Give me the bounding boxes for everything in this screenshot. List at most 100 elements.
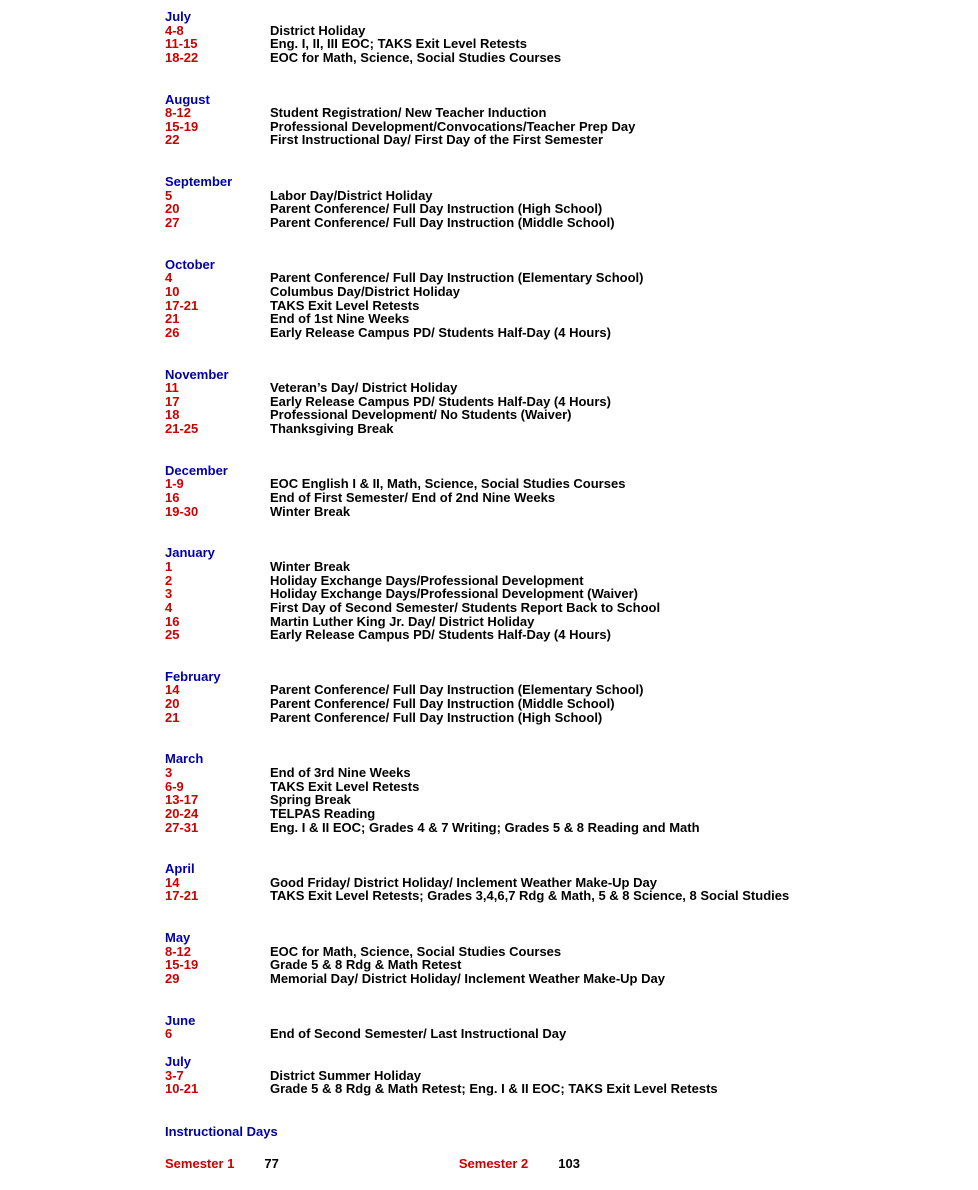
calendar-desc: Parent Conference/ Full Day Instruction … — [270, 683, 643, 697]
calendar-date: 18-22 — [165, 51, 270, 65]
calendar-date: 2 — [165, 574, 270, 588]
month-block: February14Parent Conference/ Full Day In… — [165, 670, 978, 725]
calendar-row: 8-12Student Registration/ New Teacher In… — [165, 106, 978, 120]
calendar-date: 3 — [165, 766, 270, 780]
calendar-date: 1-9 — [165, 477, 270, 491]
calendar-desc: Winter Break — [270, 560, 350, 574]
calendar-desc: TAKS Exit Level Retests — [270, 780, 419, 794]
calendar-desc: Thanksgiving Break — [270, 422, 394, 436]
calendar-desc: Memorial Day/ District Holiday/ Inclemen… — [270, 972, 665, 986]
calendar-date: 11 — [165, 381, 270, 395]
calendar-row: 10Columbus Day/District Holiday — [165, 285, 978, 299]
calendar-row: 19-30Winter Break — [165, 505, 978, 519]
month-name: February — [165, 670, 978, 684]
calendar-row: 21-25Thanksgiving Break — [165, 422, 978, 436]
month-block: July4-8District Holiday11-15Eng. I, II, … — [165, 10, 978, 65]
calendar-desc: Labor Day/District Holiday — [270, 189, 433, 203]
month-name: June — [165, 1014, 978, 1028]
calendar-row: 27Parent Conference/ Full Day Instructio… — [165, 216, 978, 230]
calendar-date: 4 — [165, 271, 270, 285]
calendar-desc: Grade 5 & 8 Rdg & Math Retest; Eng. I & … — [270, 1082, 718, 1096]
calendar-date: 29 — [165, 972, 270, 986]
calendar-desc: End of Second Semester/ Last Instruction… — [270, 1027, 566, 1041]
month-block: May8-12EOC for Math, Science, Social Stu… — [165, 931, 978, 986]
calendar-row: 6End of Second Semester/ Last Instructio… — [165, 1027, 978, 1041]
instructional-days-summary: Semester 1 77 Semester 2 103 — [165, 1157, 978, 1171]
calendar-desc: Martin Luther King Jr. Day/ District Hol… — [270, 615, 534, 629]
calendar-date: 19-30 — [165, 505, 270, 519]
calendar-date: 16 — [165, 615, 270, 629]
calendar-row: 22First Instructional Day/ First Day of … — [165, 133, 978, 147]
month-block: July3-7District Summer Holiday10-21Grade… — [165, 1055, 978, 1096]
month-name: August — [165, 93, 978, 107]
calendar-row: 6-9TAKS Exit Level Retests — [165, 780, 978, 794]
calendar-date: 15-19 — [165, 120, 270, 134]
calendar-desc: First Instructional Day/ First Day of th… — [270, 133, 603, 147]
calendar-desc: Eng. I & II EOC; Grades 4 & 7 Writing; G… — [270, 821, 700, 835]
calendar-date: 3 — [165, 587, 270, 601]
calendar-row: 20Parent Conference/ Full Day Instructio… — [165, 697, 978, 711]
month-block: April14Good Friday/ District Holiday/ In… — [165, 862, 978, 903]
calendar-desc: Holiday Exchange Days/Professional Devel… — [270, 587, 638, 601]
calendar-row: 15-19Grade 5 & 8 Rdg & Math Retest — [165, 958, 978, 972]
semester-1-label: Semester 1 — [165, 1157, 234, 1171]
calendar-date: 20 — [165, 697, 270, 711]
calendar-desc: District Summer Holiday — [270, 1069, 421, 1083]
calendar-date: 16 — [165, 491, 270, 505]
calendar-desc: Early Release Campus PD/ Students Half-D… — [270, 628, 611, 642]
calendar-date: 21-25 — [165, 422, 270, 436]
calendar-desc: End of First Semester/ End of 2nd Nine W… — [270, 491, 555, 505]
calendar-row: 25Early Release Campus PD/ Students Half… — [165, 628, 978, 642]
month-name: July — [165, 10, 978, 24]
month-name: July — [165, 1055, 978, 1069]
month-name: May — [165, 931, 978, 945]
calendar-date: 27-31 — [165, 821, 270, 835]
calendar-row: 2Holiday Exchange Days/Professional Deve… — [165, 574, 978, 588]
month-name: March — [165, 752, 978, 766]
calendar-row: 17Early Release Campus PD/ Students Half… — [165, 395, 978, 409]
calendar-date: 8-12 — [165, 106, 270, 120]
calendar-row: 20-24TELPAS Reading — [165, 807, 978, 821]
calendar-desc: Early Release Campus PD/ Students Half-D… — [270, 395, 611, 409]
calendar-date: 17 — [165, 395, 270, 409]
calendar-row: 14Good Friday/ District Holiday/ Incleme… — [165, 876, 978, 890]
calendar-desc: Good Friday/ District Holiday/ Inclement… — [270, 876, 657, 890]
semester-2-value: 103 — [558, 1157, 580, 1171]
calendar-desc: EOC for Math, Science, Social Studies Co… — [270, 945, 561, 959]
calendar-row: 3-7District Summer Holiday — [165, 1069, 978, 1083]
calendar-desc: TELPAS Reading — [270, 807, 375, 821]
calendar-desc: End of 1st Nine Weeks — [270, 312, 409, 326]
calendar-row: 17-21TAKS Exit Level Retests; Grades 3,4… — [165, 889, 978, 903]
calendar-desc: TAKS Exit Level Retests; Grades 3,4,6,7 … — [270, 889, 789, 903]
calendar-row: 14Parent Conference/ Full Day Instructio… — [165, 683, 978, 697]
calendar-date: 26 — [165, 326, 270, 340]
calendar-row: 11Veteran’s Day/ District Holiday — [165, 381, 978, 395]
calendar-desc: Parent Conference/ Full Day Instruction … — [270, 711, 602, 725]
calendar-date: 21 — [165, 312, 270, 326]
calendar-date: 17-21 — [165, 299, 270, 313]
month-name: April — [165, 862, 978, 876]
calendar-row: 1Winter Break — [165, 560, 978, 574]
calendar-row: 17-21TAKS Exit Level Retests — [165, 299, 978, 313]
month-block: January1Winter Break2Holiday Exchange Da… — [165, 546, 978, 641]
calendar-desc: Professional Development/ No Students (W… — [270, 408, 571, 422]
month-name: October — [165, 258, 978, 272]
calendar-row: 21End of 1st Nine Weeks — [165, 312, 978, 326]
calendar-date: 20-24 — [165, 807, 270, 821]
calendar-row: 16End of First Semester/ End of 2nd Nine… — [165, 491, 978, 505]
calendar-desc: Professional Development/Convocations/Te… — [270, 120, 635, 134]
calendar-date: 14 — [165, 876, 270, 890]
month-block: August8-12Student Registration/ New Teac… — [165, 93, 978, 148]
month-block: October4Parent Conference/ Full Day Inst… — [165, 258, 978, 340]
calendar-row: 8-12EOC for Math, Science, Social Studie… — [165, 945, 978, 959]
calendar-date: 15-19 — [165, 958, 270, 972]
calendar-desc: Grade 5 & 8 Rdg & Math Retest — [270, 958, 461, 972]
month-block: November11Veteran’s Day/ District Holida… — [165, 368, 978, 436]
calendar-row: 15-19Professional Development/Convocatio… — [165, 120, 978, 134]
calendar-desc: Eng. I, II, III EOC; TAKS Exit Level Ret… — [270, 37, 527, 51]
calendar-row: 11-15Eng. I, II, III EOC; TAKS Exit Leve… — [165, 37, 978, 51]
calendar-date: 27 — [165, 216, 270, 230]
month-block: June6End of Second Semester/ Last Instru… — [165, 1014, 978, 1041]
month-name: January — [165, 546, 978, 560]
academic-calendar: July4-8District Holiday11-15Eng. I, II, … — [165, 10, 978, 1096]
